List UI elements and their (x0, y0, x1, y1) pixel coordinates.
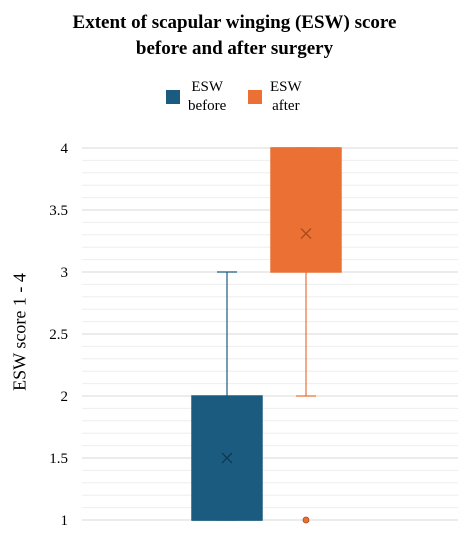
outlier-point-after (302, 516, 310, 524)
legend-item-before: ESW before (166, 78, 226, 116)
y-tick-label: 3 (61, 265, 69, 281)
mean-marker-after (300, 228, 312, 240)
legend-item-after: ESW after (248, 78, 302, 116)
chart-legend: ESW before ESW after (0, 78, 469, 122)
y-tick-label: 3.5 (49, 203, 68, 219)
legend-label-before: ESW before (188, 79, 227, 114)
y-tick-label: 2.5 (49, 327, 68, 343)
box-after (270, 147, 342, 273)
chart-title-line-1: Extent of scapular winging (ESW) score (72, 12, 397, 33)
y-tick-label: 2 (61, 389, 69, 405)
mean-marker-before (221, 452, 233, 464)
y-tick-label: 1.5 (49, 451, 68, 467)
chart-title-line-2: before and after surgery (135, 38, 334, 59)
y-tick-label: 4 (61, 141, 69, 157)
legend-label-after: ESW after (270, 79, 302, 114)
y-tick-label: 1 (61, 513, 69, 529)
box-before (191, 395, 263, 521)
chart-title: Extent of scapular winging (ESW) score b… (0, 10, 469, 62)
legend-swatch-before (166, 90, 180, 104)
legend-swatch-after (248, 90, 262, 104)
